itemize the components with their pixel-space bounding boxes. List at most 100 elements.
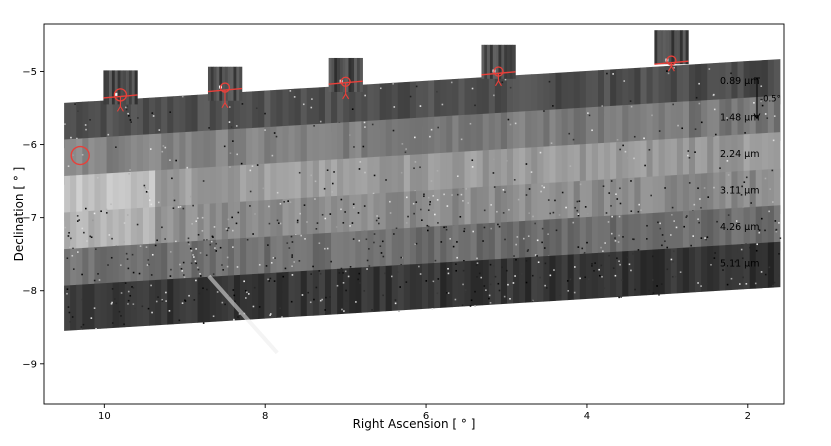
band-noise — [197, 268, 200, 271]
band-noise — [476, 257, 478, 260]
band-strip — [713, 62, 720, 109]
band-strip — [240, 128, 247, 174]
inset-strip — [126, 70, 130, 105]
band-strip — [294, 124, 302, 171]
band-noise — [543, 110, 545, 112]
band-noise — [700, 285, 702, 287]
band-noise — [577, 246, 580, 248]
band-noise — [279, 202, 282, 205]
band-strip — [373, 229, 380, 276]
band-strip — [464, 187, 471, 234]
band-strip — [640, 213, 647, 260]
band-strip — [415, 227, 423, 273]
band-strip — [767, 242, 775, 288]
band-strip — [282, 271, 289, 318]
band-noise — [131, 253, 134, 256]
band-noise — [373, 174, 376, 177]
band-noise — [614, 237, 616, 239]
band-strip — [136, 98, 144, 144]
band-strip — [537, 110, 544, 156]
band-noise — [145, 191, 148, 193]
band-noise — [144, 186, 146, 189]
band-noise — [559, 294, 562, 297]
band-strip — [409, 190, 417, 237]
band-strip — [488, 113, 496, 159]
band-noise — [208, 127, 210, 129]
band-noise — [446, 205, 449, 207]
band-strip — [136, 280, 144, 327]
band-strip — [167, 242, 174, 289]
band-noise — [726, 283, 729, 286]
band-noise — [687, 150, 690, 152]
band-noise — [651, 114, 653, 117]
band-noise — [460, 138, 463, 141]
band-strip — [737, 170, 744, 217]
band-strip — [567, 108, 575, 154]
band-noise — [349, 266, 352, 268]
band-strip — [373, 156, 380, 203]
band-strip — [167, 132, 174, 179]
band-strip — [670, 138, 678, 185]
band-strip — [573, 107, 581, 154]
band-noise — [539, 276, 541, 279]
band-noise — [149, 148, 152, 150]
band-noise — [760, 217, 763, 220]
band-noise — [415, 242, 418, 245]
band-strip — [422, 117, 429, 163]
band-noise — [482, 240, 484, 242]
band-strip — [567, 181, 575, 228]
band-noise — [460, 193, 463, 196]
band-noise — [451, 194, 453, 196]
band-noise — [379, 245, 382, 247]
band-label: 5.11 µm — [720, 259, 759, 270]
inset-arrow-head — [494, 79, 502, 87]
band-strip — [585, 143, 593, 190]
band-noise — [608, 192, 611, 194]
band-noise — [113, 298, 116, 300]
band-noise — [516, 236, 519, 238]
band-noise — [76, 220, 79, 222]
band-noise — [474, 305, 476, 307]
band-strip — [94, 173, 101, 220]
band-strip — [64, 102, 71, 149]
band-strip — [227, 165, 235, 212]
band-strip — [658, 248, 666, 295]
inset-strip — [671, 30, 675, 65]
band-noise — [693, 203, 696, 206]
band-noise — [344, 211, 346, 213]
band-strip — [555, 182, 562, 228]
band-strip — [142, 207, 150, 254]
band-noise — [414, 136, 416, 139]
band-strip — [233, 238, 241, 284]
band-noise — [619, 263, 621, 266]
band-noise — [600, 264, 603, 267]
band-label: 3.11 µm — [720, 186, 759, 197]
band-strip — [525, 220, 532, 267]
band-noise — [611, 215, 613, 218]
inset-strip — [213, 66, 217, 101]
band-strip — [203, 167, 211, 213]
band-noise — [177, 206, 180, 208]
band-noise — [598, 274, 601, 277]
band-strip — [616, 178, 623, 225]
band-noise — [552, 105, 554, 107]
band-strip — [773, 95, 781, 142]
band-strip — [318, 196, 326, 243]
band-strip — [731, 134, 738, 181]
band-strip — [88, 247, 95, 293]
band-noise — [593, 270, 595, 272]
band-noise — [95, 248, 97, 250]
band-strip — [737, 243, 744, 290]
band-noise — [147, 307, 150, 310]
band-noise — [619, 148, 621, 151]
band-noise — [225, 228, 228, 230]
band-noise — [764, 273, 767, 276]
band-strip — [136, 207, 144, 254]
band-strip — [64, 175, 71, 222]
band-strip — [476, 223, 484, 270]
band-noise — [400, 256, 403, 259]
band-noise — [686, 215, 688, 217]
band-strip — [488, 186, 496, 232]
band-noise — [283, 200, 285, 203]
band-noise — [296, 219, 299, 222]
